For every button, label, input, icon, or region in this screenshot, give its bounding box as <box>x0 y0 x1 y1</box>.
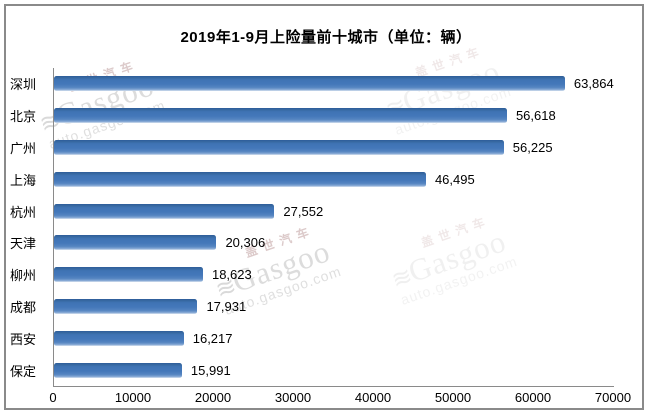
bar <box>54 298 198 314</box>
category-label: 天津 <box>10 236 37 252</box>
x-tick-label: 0 <box>49 390 57 405</box>
bar-value-label: 20,306 <box>225 235 266 251</box>
bar <box>54 330 184 346</box>
plot-area: 63,864 56,618 56,225 46,495 27,552 20,30… <box>53 68 614 387</box>
bar-value-label: 27,552 <box>283 203 324 219</box>
chart-border <box>4 4 644 410</box>
bar <box>54 76 565 92</box>
bar-value-label: 56,225 <box>512 139 553 155</box>
category-axis: 深圳北京广州上海杭州天津柳州成都西安保定 <box>10 68 52 386</box>
bar-row: 46,495 <box>54 163 614 195</box>
bar <box>54 203 275 219</box>
bar-row: 20,306 <box>54 227 614 259</box>
bar-value-label: 17,931 <box>206 298 247 314</box>
x-tick-label: 50000 <box>434 390 472 405</box>
category-label: 上海 <box>10 172 37 188</box>
x-tick-label: 40000 <box>354 390 392 405</box>
plot-rows: 63,864 56,618 56,225 46,495 27,552 20,30… <box>54 68 614 386</box>
x-axis-labels: 0 10000 20000 30000 40000 50000 60000 70000 <box>49 390 631 406</box>
x-tick-label: 70000 <box>594 390 632 405</box>
x-tick-label: 20000 <box>194 390 232 405</box>
bar <box>54 108 507 124</box>
bar-row: 56,618 <box>54 100 614 132</box>
bar-row: 27,552 <box>54 195 614 227</box>
x-tick-label: 30000 <box>274 390 312 405</box>
chart-title: 2019年1-9月上险量前十城市（单位：辆） <box>180 29 472 46</box>
category-label: 成都 <box>10 299 37 315</box>
category-label: 保定 <box>10 363 37 379</box>
bar <box>54 362 182 378</box>
bar-value-label: 18,623 <box>211 267 252 283</box>
bar-value-label: 46,495 <box>434 171 475 187</box>
bar-value-label: 16,217 <box>192 330 233 346</box>
bar <box>54 171 426 187</box>
bar-value-label: 56,618 <box>515 108 556 124</box>
x-tick-label: 10000 <box>114 390 152 405</box>
category-label: 西安 <box>10 331 37 347</box>
bar-row: 63,864 <box>54 68 614 100</box>
category-label: 广州 <box>10 140 37 156</box>
category-label: 北京 <box>10 109 37 125</box>
bar-row: 16,217 <box>54 322 614 354</box>
bar-value-label: 63,864 <box>573 76 614 92</box>
bar-row: 15,991 <box>54 354 614 386</box>
bar-row: 17,931 <box>54 291 614 323</box>
bar <box>54 267 203 283</box>
category-label: 柳州 <box>10 268 37 284</box>
bar-row: 56,225 <box>54 132 614 164</box>
category-label: 深圳 <box>10 77 37 93</box>
bar <box>54 139 504 155</box>
x-tick-label: 60000 <box>514 390 552 405</box>
bar-row: 18,623 <box>54 259 614 291</box>
category-label: 杭州 <box>10 204 37 220</box>
bar-value-label: 15,991 <box>190 362 231 378</box>
bar <box>54 235 217 251</box>
